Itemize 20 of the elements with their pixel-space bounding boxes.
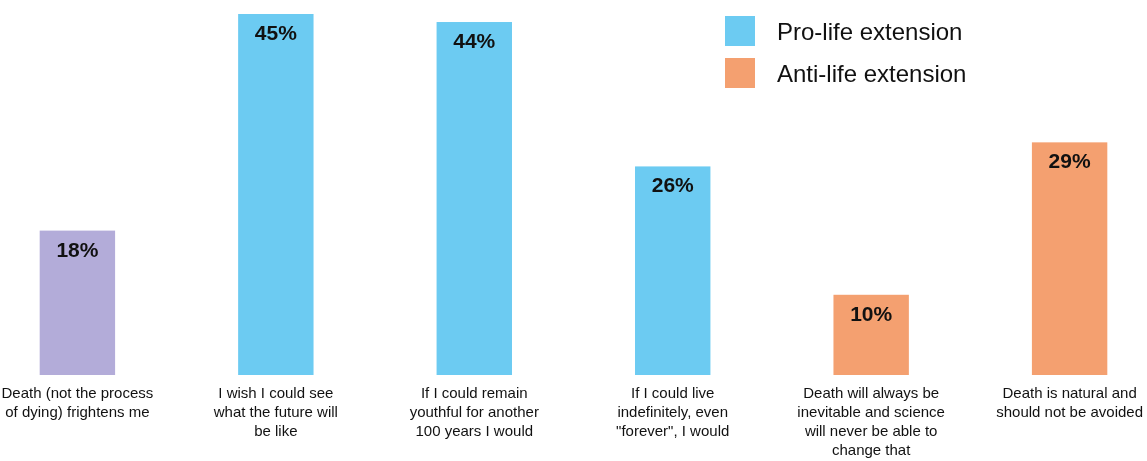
x-tick-label: Death will always be inevitable and science will never be able to change that (797, 384, 945, 458)
x-tick-label: If I could remain youthful for another 100 years I would (409, 384, 539, 439)
data-label: 26% (651, 173, 695, 197)
legend-label: Anti-life extension (777, 60, 967, 87)
x-tick-label: Death is natural and should not be avoided (996, 384, 1144, 420)
bar (238, 14, 314, 375)
legend-label: Pro-life extension (777, 18, 963, 45)
data-label: 18% (56, 237, 99, 261)
bar (833, 294, 909, 375)
bar (39, 230, 116, 375)
x-tick-label: If I could live indefinitely, even "forever", I would (616, 384, 730, 439)
bar (635, 166, 711, 375)
data-label: 44% (453, 29, 496, 53)
bar (1031, 142, 1108, 375)
bar (436, 22, 512, 375)
data-label: 45% (254, 21, 298, 44)
x-tick-label: I wish I could see what the future will be like (212, 384, 338, 439)
data-label: 10% (850, 301, 893, 325)
x-tick-label: Death (not the process of dying) frightens me (1, 384, 154, 420)
data-label: 29% (1048, 149, 1091, 173)
